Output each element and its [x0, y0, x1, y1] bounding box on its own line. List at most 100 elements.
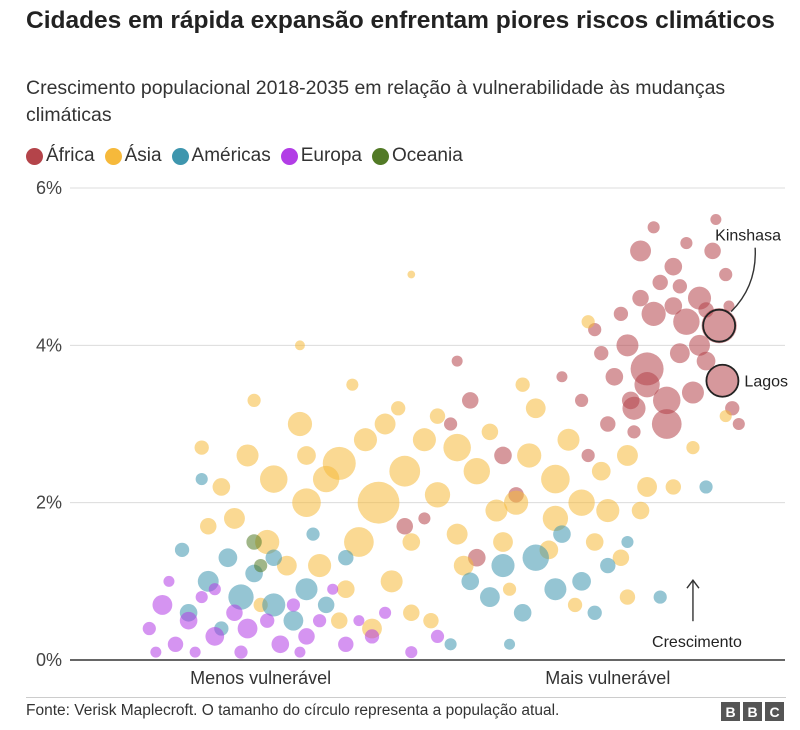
europa-bubble [271, 635, 290, 654]
oceania-dot-icon [372, 147, 390, 165]
asia-bubble [617, 445, 638, 466]
europa-bubble [405, 646, 418, 659]
europa-bubble [430, 629, 445, 643]
source-note: Fonte: Verisk Maplecroft. O tamanho do c… [26, 702, 560, 719]
asia-bubble [429, 408, 446, 424]
africa-bubble [581, 448, 595, 463]
americas-bubble [522, 544, 549, 571]
europa-bubble [237, 618, 258, 639]
asia-bubble [357, 481, 400, 524]
africa-bubble [632, 289, 649, 307]
africa-bubble [705, 364, 739, 398]
africa-bubble [600, 416, 616, 432]
asia-bubble [344, 527, 374, 557]
asia-bubble [212, 478, 231, 496]
europa-bubble [167, 636, 184, 652]
asia-bubble [481, 423, 499, 441]
africa-bubble [696, 351, 716, 371]
asia-bubble [541, 464, 570, 494]
asia-bubble [463, 458, 490, 485]
americas-bubble [306, 527, 320, 541]
legend-item-europa: Europa [280, 145, 363, 167]
americas-bubble [265, 549, 282, 566]
asia-bubble [503, 490, 529, 515]
europa-bubble [179, 611, 198, 630]
kinshasa-label: Kinshasa [715, 228, 781, 245]
europa-bubble [195, 591, 208, 604]
asia-bubble [443, 433, 471, 462]
bbc-logo-letter: B [743, 702, 762, 721]
africa-bubble [723, 300, 735, 312]
asia-bubble [631, 501, 650, 520]
africa-dot-icon [26, 147, 43, 165]
europa-bubble [205, 627, 225, 646]
europa-bubble [327, 583, 339, 595]
africa-bubble [418, 512, 431, 525]
legend-label-americas: Américas [191, 145, 271, 166]
europa-bubble [234, 645, 248, 659]
africa-bubble [575, 393, 589, 407]
europa-bubble [313, 614, 327, 628]
americas-bubble [338, 550, 354, 566]
legend-label-europa: Europa [300, 145, 363, 166]
asia-bubble [287, 411, 313, 437]
y-tick-label: 2% [36, 493, 62, 513]
legend: África Ásia Américas Europa Oceania [26, 143, 473, 169]
africa-bubble [710, 213, 722, 225]
europa-bubble [142, 621, 156, 636]
americas-bubble [553, 525, 571, 543]
americas-dot-icon [171, 147, 189, 165]
asia-bubble [337, 580, 355, 598]
asia-bubble [412, 428, 436, 452]
series-africa [396, 213, 745, 567]
americas-bubble [174, 542, 190, 558]
africa-bubble [651, 409, 682, 439]
africa-bubble [594, 346, 609, 361]
oceania-bubble [254, 559, 268, 573]
series-oceania [246, 534, 268, 573]
africa-bubble [613, 306, 629, 322]
americas-bubble [283, 610, 304, 631]
growth-label: Crescimento [652, 634, 742, 651]
chart-subtitle: Crescimento populacional 2018-2035 em re… [26, 77, 726, 126]
bbc-logo-letter: C [765, 702, 784, 721]
lagos-highlight-circle [705, 363, 740, 398]
asia-bubble [517, 443, 542, 468]
asia-bubble [485, 499, 508, 522]
asia-bubble [353, 428, 378, 452]
x-axis-label: Menos vulnerável [190, 668, 331, 688]
grid-lines [70, 187, 785, 504]
y-tick-label: 4% [36, 335, 62, 355]
africa-bubble [396, 518, 413, 535]
series-asia [194, 270, 732, 639]
americas-bubble [600, 557, 616, 574]
bubbles [142, 213, 745, 659]
europa-bubble [208, 583, 221, 596]
asia-bubble [567, 597, 583, 613]
americas-bubble [513, 604, 532, 622]
asia-bubble [424, 482, 451, 508]
africa-bubble [698, 302, 714, 318]
asia-bubble [374, 413, 396, 435]
europa-dot-icon [280, 147, 298, 165]
asia-bubble [295, 340, 305, 351]
americas-bubble [544, 578, 567, 601]
asia-bubble [276, 555, 297, 576]
legend-label-oceania: Oceania [392, 145, 463, 166]
africa-bubble [647, 221, 660, 234]
y-tick-label: 6% [36, 178, 62, 198]
asia-bubble [380, 570, 403, 593]
americas-bubble [317, 596, 335, 614]
series-americas [174, 473, 713, 651]
lagos-label: Lagos [744, 374, 788, 391]
americas-bubble [262, 593, 286, 617]
africa-bubble [672, 279, 687, 294]
americas-bubble [218, 548, 238, 568]
legend-label-asia: Ásia [124, 145, 162, 166]
oceania-bubble [246, 534, 262, 550]
asia-bubble [308, 554, 332, 578]
americas-bubble [504, 638, 516, 650]
asia-bubble [236, 444, 259, 467]
asia-bubble [194, 440, 209, 455]
africa-bubble [605, 368, 624, 386]
